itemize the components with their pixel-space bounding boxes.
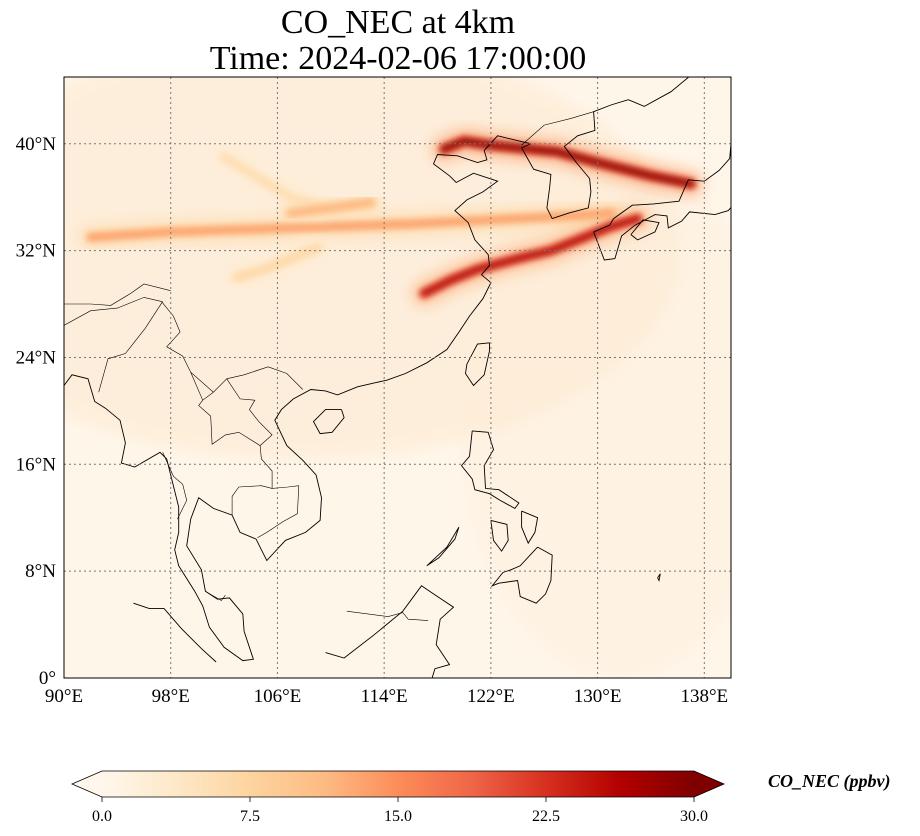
y-tick-label: 24°N [16,347,57,368]
colorbar-tick-label: 0.0 [92,808,112,825]
colorbar-tick-label: 22.5 [532,808,560,825]
x-tick-label: 122°E [467,686,515,707]
gridlines [64,77,731,678]
colorbar-ticks: 0.0 7.5 15.0 22.5 30.0 [92,797,708,825]
x-tick-label: 138°E [680,686,728,707]
country-border [238,485,273,489]
country-border [257,485,300,539]
plume [277,189,384,227]
country-border [64,297,304,393]
colorbar-tick-label: 15.0 [384,808,412,825]
coastline [730,120,731,123]
colorbar-label: CO_NEC (ppbv) [768,771,891,791]
coastline [490,546,553,604]
coastline [64,135,532,662]
x-tick-label: 114°E [361,686,408,707]
country-border [162,452,188,520]
coastline [312,409,345,435]
coastline [426,526,460,567]
plume [312,77,336,84]
country-border [205,590,226,601]
coastline [520,77,690,220]
coastline [460,430,520,509]
coastline [521,510,539,545]
plume [431,128,704,197]
colorbar-extend-max [694,771,724,797]
country-border [226,378,273,446]
x-tick-label: 106°E [254,686,302,707]
plot-area [63,76,732,679]
coastline [630,219,660,241]
x-axis: 90°E 98°E 106°E 114°E 122°E 130°E 138°E [45,686,728,707]
x-tick-label: 98°E [152,686,190,707]
coastline [325,585,455,678]
chart-title: CO_NEC at 4km [280,4,516,41]
plot-frame [63,76,732,679]
y-axis: 0° 8°N 16°N 24°N 32°N 40°N [16,134,57,689]
plume [411,205,651,307]
x-tick-label: 90°E [45,686,83,707]
y-tick-label: 32°N [16,241,57,262]
colorbar-tick-label: 7.5 [240,808,260,825]
y-tick-label: 40°N [16,134,57,155]
colorbar-tick-label: 30.0 [680,808,708,825]
colorbar-extend-min [72,771,102,797]
y-tick-label: 8°N [25,561,56,582]
country-border [198,400,299,489]
country-border [346,610,429,621]
country-border [98,301,163,393]
y-tick-label: 16°N [16,454,57,475]
background-haze [460,160,731,678]
concentration-field [64,77,731,678]
coastline [465,342,490,387]
colorbar: 0.0 7.5 15.0 22.5 30.0 [70,770,726,825]
colorbar-body [102,771,694,797]
coastlines [64,77,731,678]
x-tick-label: 130°E [574,686,622,707]
coastline [133,602,217,663]
country-border [231,486,240,516]
country-border [521,111,594,146]
country-border [64,283,171,306]
chart-subtitle: Time: 2024-02-06 17:00:00 [209,40,587,77]
y-tick-label: 0° [39,668,56,689]
coastline [490,519,509,552]
coastline [657,573,661,582]
coastline [593,142,731,261]
